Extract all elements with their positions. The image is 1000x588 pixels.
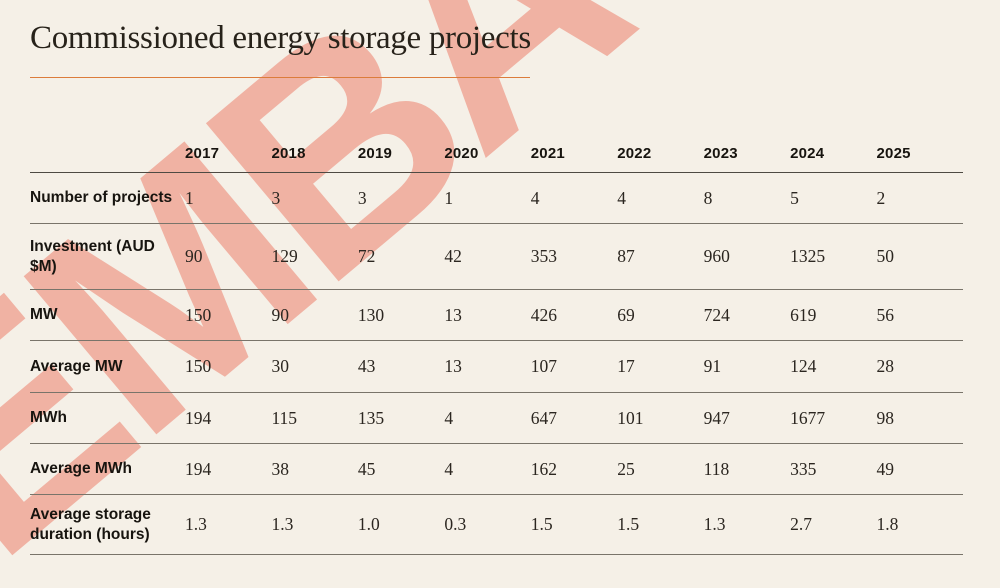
cell-value: 90 <box>271 304 289 325</box>
row-label: MW <box>30 306 58 324</box>
row-label: MWh <box>30 409 68 427</box>
year-header: 2021 <box>530 145 565 162</box>
cell-value: 1677 <box>790 407 826 428</box>
year-header: 2017 <box>185 145 220 162</box>
cell-value: 115 <box>271 407 298 428</box>
cell-value: 0.3 <box>444 514 467 534</box>
cell-value: 2 <box>876 187 886 208</box>
cell-value: 619 <box>790 304 817 325</box>
cell-value: 150 <box>185 356 212 376</box>
cell-value: 13 <box>444 356 462 376</box>
table-row: Number of projects 1 3 3 1 4 4 8 5 2 <box>30 173 963 224</box>
cell-value: 1325 <box>790 246 826 266</box>
cell-value: 4 <box>444 407 454 428</box>
cell-value: 647 <box>530 407 557 428</box>
cell-value: 1 <box>444 187 454 208</box>
cell-value: 162 <box>530 458 557 479</box>
cell-value: 3 <box>357 187 367 208</box>
table-row: MWh 194 115 135 4 647 101 947 1677 98 <box>30 393 963 444</box>
cell-value: 101 <box>617 407 644 428</box>
cell-value: 1.0 <box>357 514 380 534</box>
row-label: Investment (AUD $M) <box>30 238 155 275</box>
table-row: MW 150 90 130 13 426 69 724 619 56 <box>30 290 963 341</box>
table-body: Number of projects 1 3 3 1 4 4 8 5 2 Investment (A… <box>30 173 963 555</box>
year-header: 2020 <box>444 145 479 162</box>
cell-value: 1.8 <box>876 514 899 534</box>
year-header: 2023 <box>703 145 738 162</box>
cell-value: 129 <box>271 246 298 266</box>
cell-value: 1.3 <box>703 514 726 534</box>
cell-value: 50 <box>876 246 895 266</box>
page-title: Commissioned energy storage projects <box>30 20 531 56</box>
year-header: 2025 <box>876 145 911 162</box>
cell-value: 130 <box>357 304 385 325</box>
table-header-row: 2017 2018 2019 2020 2021 2022 2023 2024 2025 <box>30 135 963 173</box>
cell-value: 30 <box>271 356 289 376</box>
year-header: 2018 <box>271 145 306 162</box>
cell-value: 42 <box>444 246 462 266</box>
cell-value: 194 <box>185 458 212 479</box>
cell-value: 1 <box>185 187 194 208</box>
cell-value: 56 <box>876 304 895 325</box>
cell-value: 72 <box>357 246 376 266</box>
year-header: 2019 <box>357 145 393 162</box>
cell-value: 1.5 <box>617 514 640 534</box>
cell-value: 1.3 <box>185 514 207 534</box>
row-label: Number of projects <box>30 189 173 207</box>
row-label: Average MW <box>30 357 123 375</box>
cell-value: 960 <box>703 246 730 266</box>
row-label: Average MWh <box>30 460 132 478</box>
data-table: 2017 2018 2019 2020 2021 2022 2023 2024 2025 Num… <box>30 135 963 555</box>
cell-value: 1.5 <box>530 514 553 534</box>
table-row: Average MW 150 30 43 13 107 17 91 124 28 <box>30 341 963 393</box>
cell-value: 49 <box>876 458 895 479</box>
cell-value: 43 <box>357 356 376 376</box>
cell-value: 38 <box>271 458 289 479</box>
cell-value: 118 <box>703 458 730 479</box>
cell-value: 28 <box>876 356 895 376</box>
cell-value: 91 <box>703 356 722 376</box>
cell-value: 98 <box>876 407 895 428</box>
cell-value: 2.7 <box>790 514 812 534</box>
cell-value: 124 <box>790 356 817 376</box>
cell-value: 194 <box>185 407 212 428</box>
cell-value: 8 <box>703 187 713 208</box>
cell-value: 1.3 <box>271 514 294 534</box>
cell-value: 150 <box>185 304 212 325</box>
cell-value: 5 <box>790 187 799 208</box>
cell-value: 724 <box>703 304 730 325</box>
cell-value: 17 <box>617 356 635 376</box>
cell-value: 107 <box>530 356 557 376</box>
title-divider <box>30 77 530 78</box>
cell-value: 135 <box>357 407 385 428</box>
cell-value: 25 <box>617 458 635 479</box>
year-header: 2024 <box>790 145 825 162</box>
cell-value: 45 <box>357 458 376 479</box>
cell-value: 4 <box>444 458 454 479</box>
row-label: Average storage duration (hours) <box>30 506 151 543</box>
cell-value: 90 <box>185 246 203 266</box>
cell-value: 69 <box>617 304 635 325</box>
table-row: Average storage duration (hours) 1.3 1.3 1.… <box>30 495 963 555</box>
cell-value: 4 <box>617 187 626 208</box>
cell-value: 426 <box>530 304 557 325</box>
cell-value: 947 <box>703 407 730 428</box>
cell-value: 335 <box>790 458 817 479</box>
table-row: Investment (AUD $M) 90 129 72 42 353 87 960 1325… <box>30 224 963 290</box>
cell-value: 4 <box>530 187 540 208</box>
cell-value: 3 <box>271 187 281 208</box>
table-row: Average MWh 194 38 45 4 162 25 118 335 49 <box>30 444 963 495</box>
year-header: 2022 <box>617 145 652 162</box>
cell-value: 13 <box>444 304 462 325</box>
cell-value: 353 <box>530 246 557 266</box>
cell-value: 87 <box>617 246 635 266</box>
